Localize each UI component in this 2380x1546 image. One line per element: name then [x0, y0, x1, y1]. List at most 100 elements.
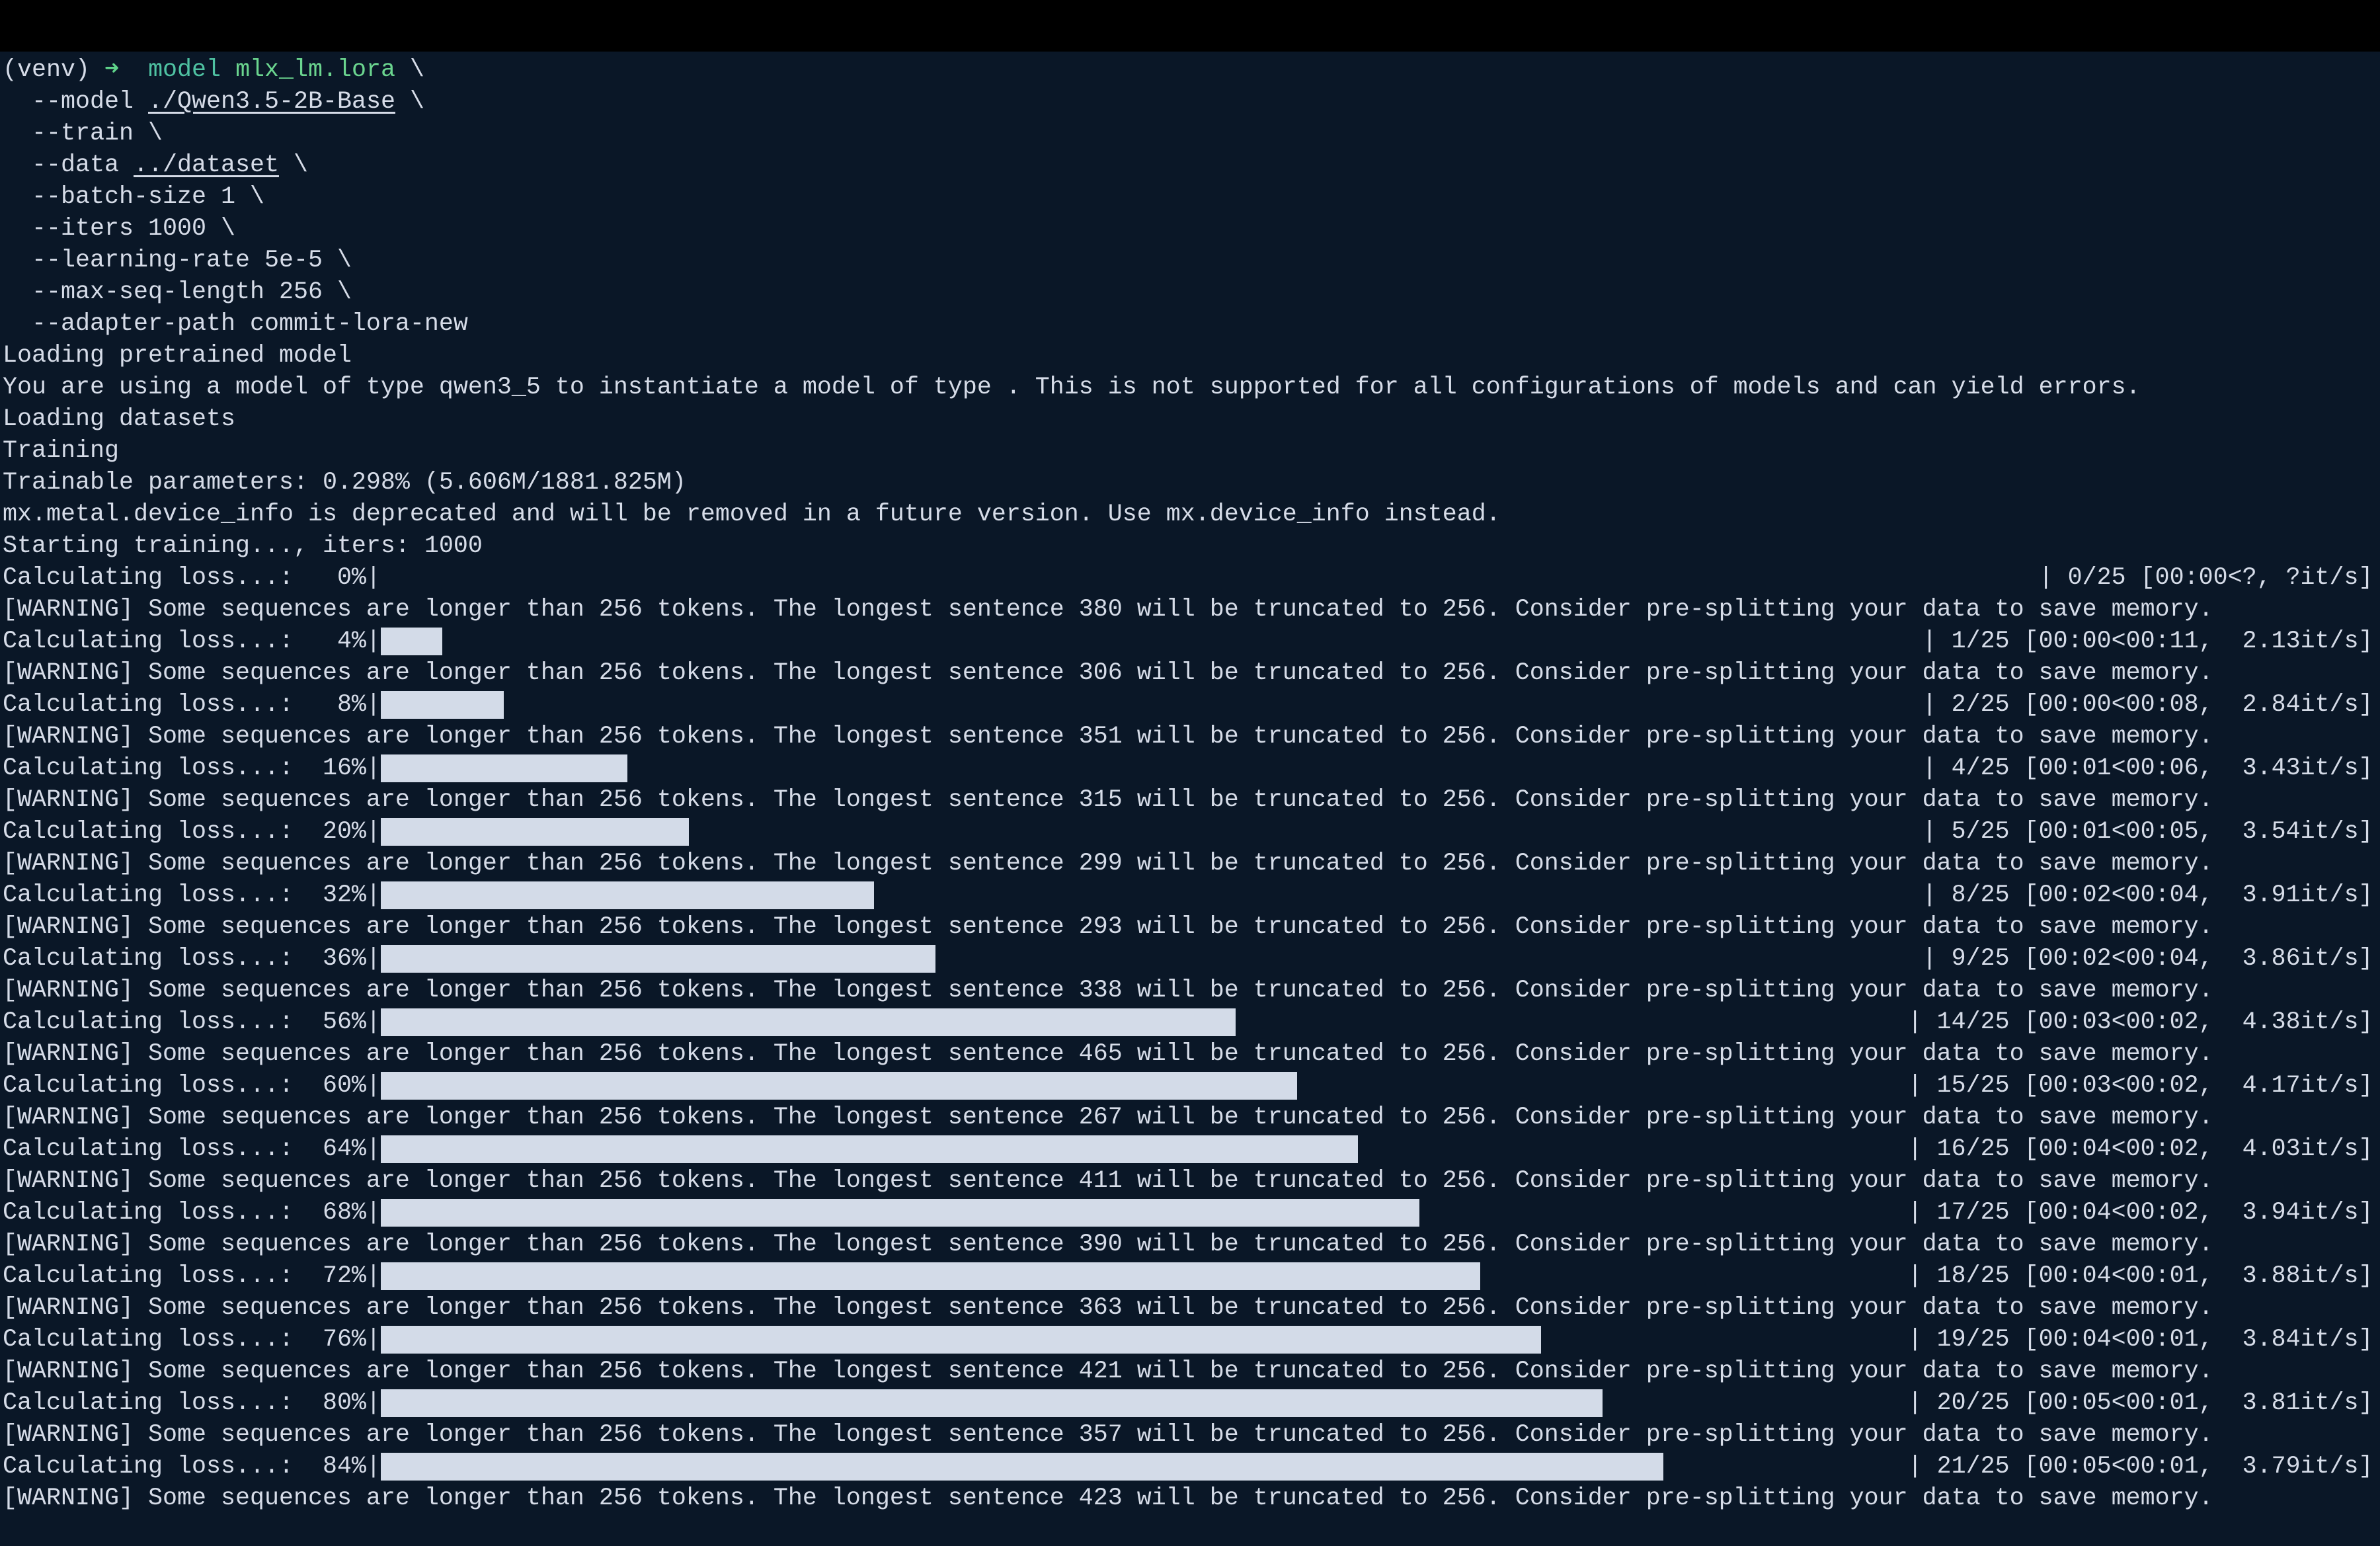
- current-directory: model: [148, 56, 221, 84]
- command-argument-line: --train \: [3, 118, 2380, 149]
- window-titlebar: [0, 0, 2380, 52]
- progress-bar-fill: [380, 754, 627, 782]
- progress-line: Calculating loss...: 4%| | 1/25 [00:00<00…: [3, 626, 2373, 657]
- progress-bar: [380, 879, 1923, 911]
- progress-bar-fill: [380, 1199, 1419, 1227]
- warning-line: [WARNING] Some sequences are longer than…: [3, 1294, 2213, 1322]
- progress-bar-fill: [380, 881, 875, 909]
- progress-stats: | 20/25 [00:05<00:01, 3.81it/s]: [1907, 1389, 2373, 1417]
- log-line: Training: [3, 437, 119, 465]
- argument-path-link[interactable]: ./Qwen3.5-2B-Base: [147, 88, 395, 116]
- progress-bar-fill: [380, 628, 443, 655]
- line-continuation: \: [409, 88, 424, 116]
- warning-line: [WARNING] Some sequences are longer than…: [3, 977, 2213, 1004]
- progress-stats: | 1/25 [00:00<00:11, 2.13it/s]: [1922, 628, 2373, 655]
- progress-stats: | 2/25 [00:00<00:08, 2.84it/s]: [1922, 691, 2373, 719]
- progress-bar: [381, 562, 2039, 594]
- warning-line: [WARNING] Some sequences are longer than…: [3, 1231, 2213, 1258]
- progress-label: Calculating loss...: 8%|: [3, 691, 381, 719]
- warning-line: [WARNING] Some sequences are longer than…: [3, 1485, 2213, 1512]
- progress-stats: | 21/25 [00:05<00:01, 3.79it/s]: [1907, 1453, 2373, 1481]
- log-line: You are using a model of type qwen3_5 to…: [3, 374, 2141, 401]
- progress-label: Calculating loss...: 4%|: [3, 628, 381, 655]
- warning-line: [WARNING] Some sequences are longer than…: [3, 1104, 2213, 1131]
- progress-bar-fill: [380, 1072, 1297, 1100]
- progress-bar-fill: [380, 818, 690, 846]
- command-argument-line: --data ../dataset \: [3, 149, 2380, 181]
- line-continuation: \: [293, 151, 308, 179]
- progress-label: Calculating loss...: 32%|: [3, 881, 381, 909]
- progress-line: Calculating loss...: 84%| | 21/25 [00:05<…: [3, 1451, 2373, 1483]
- command-argument-line: --learning-rate 5e-5 \: [3, 245, 2380, 276]
- warning-line: [WARNING] Some sequences are longer than…: [3, 596, 2213, 624]
- log-line: Starting training..., iters: 1000: [3, 532, 483, 560]
- line-continuation: \: [337, 278, 352, 306]
- command-argument-line: --model ./Qwen3.5-2B-Base \: [3, 86, 2380, 118]
- progress-label: Calculating loss...: 68%|: [3, 1199, 381, 1227]
- progress-stats: | 8/25 [00:02<00:04, 3.91it/s]: [1922, 881, 2373, 909]
- command-name: mlx_lm.lora: [235, 56, 396, 84]
- progress-bar-fill: [380, 1326, 1542, 1354]
- progress-line: Calculating loss...: 32%| | 8/25 [00:02<0…: [3, 879, 2373, 911]
- line-continuation: \: [147, 120, 163, 147]
- terminal-output[interactable]: (venv) ➜ model mlx_lm.lora \ --model ./Q…: [3, 54, 2380, 1514]
- progress-stats: | 0/25 [00:00<?, ?it/s]: [2038, 564, 2373, 592]
- progress-line: Calculating loss...: 80%| | 20/25 [00:05<…: [3, 1387, 2373, 1419]
- line-continuation: \: [220, 215, 235, 243]
- venv-indicator: (venv): [3, 56, 90, 84]
- warning-line: [WARNING] Some sequences are longer than…: [3, 1421, 2213, 1449]
- command-argument-line: --batch-size 1 \: [3, 181, 2380, 213]
- warning-line: [WARNING] Some sequences are longer than…: [3, 786, 2213, 814]
- prompt-arrow-icon: ➜: [104, 56, 120, 84]
- line-continuation: \: [337, 247, 352, 274]
- progress-bar-fill: [380, 945, 936, 973]
- progress-stats: | 17/25 [00:04<00:02, 3.94it/s]: [1907, 1199, 2373, 1227]
- argument-flag: --data: [3, 151, 134, 179]
- progress-label: Calculating loss...: 20%|: [3, 818, 381, 846]
- argument-flag: --train: [3, 120, 134, 147]
- progress-stats: | 5/25 [00:01<00:05, 3.54it/s]: [1922, 818, 2373, 846]
- warning-line: [WARNING] Some sequences are longer than…: [3, 913, 2213, 941]
- progress-stats: | 16/25 [00:04<00:02, 4.03it/s]: [1907, 1135, 2373, 1163]
- progress-bar: [380, 1133, 1908, 1165]
- progress-bar: [380, 943, 1923, 975]
- command-argument-line: --adapter-path commit-lora-new: [3, 308, 2380, 340]
- progress-bar: [380, 816, 1923, 848]
- warning-line: [WARNING] Some sequences are longer than…: [3, 723, 2213, 751]
- progress-label: Calculating loss...: 72%|: [3, 1262, 381, 1290]
- progress-bar: [380, 626, 1923, 657]
- progress-label: Calculating loss...: 0%|: [3, 564, 381, 592]
- progress-label: Calculating loss...: 80%|: [3, 1389, 381, 1417]
- progress-bar: [380, 1451, 1908, 1483]
- progress-line: Calculating loss...: 36%| | 9/25 [00:02<0…: [3, 943, 2373, 975]
- progress-bar: [380, 753, 1923, 784]
- argument-path-link[interactable]: ../dataset: [133, 151, 279, 179]
- log-line: Trainable parameters: 0.298% (5.606M/188…: [3, 469, 686, 497]
- progress-line: Calculating loss...: 72%| | 18/25 [00:04<…: [3, 1260, 2373, 1292]
- command-argument-line: --max-seq-length 256 \: [3, 276, 2380, 308]
- argument-flag: --max-seq-length 256: [3, 278, 323, 306]
- progress-bar-fill: [380, 1135, 1359, 1163]
- log-line: mx.metal.device_info is deprecated and w…: [3, 501, 1501, 528]
- progress-line: Calculating loss...: 56%| | 14/25 [00:03<…: [3, 1006, 2373, 1038]
- prompt-line: (venv) ➜ model mlx_lm.lora \: [3, 54, 2380, 86]
- progress-label: Calculating loss...: 56%|: [3, 1008, 381, 1036]
- warning-line: [WARNING] Some sequences are longer than…: [3, 659, 2213, 687]
- progress-line: Calculating loss...: 20%| | 5/25 [00:01<0…: [3, 816, 2373, 848]
- progress-label: Calculating loss...: 64%|: [3, 1135, 381, 1163]
- log-line: Loading datasets: [3, 405, 235, 433]
- progress-bar: [380, 1006, 1908, 1038]
- progress-bar: [380, 1387, 1908, 1419]
- progress-label: Calculating loss...: 16%|: [3, 754, 381, 782]
- progress-label: Calculating loss...: 60%|: [3, 1072, 381, 1100]
- progress-bar-fill: [380, 1262, 1480, 1290]
- argument-flag: --learning-rate 5e-5: [3, 247, 323, 274]
- progress-label: Calculating loss...: 76%|: [3, 1326, 381, 1354]
- warning-line: [WARNING] Some sequences are longer than…: [3, 850, 2213, 877]
- argument-flag: --iters 1000: [3, 215, 206, 243]
- line-continuation: \: [410, 56, 425, 84]
- warning-line: [WARNING] Some sequences are longer than…: [3, 1167, 2213, 1195]
- progress-bar-fill: [380, 691, 504, 719]
- progress-stats: | 9/25 [00:02<00:04, 3.86it/s]: [1922, 945, 2373, 973]
- warning-line: [WARNING] Some sequences are longer than…: [3, 1040, 2213, 1068]
